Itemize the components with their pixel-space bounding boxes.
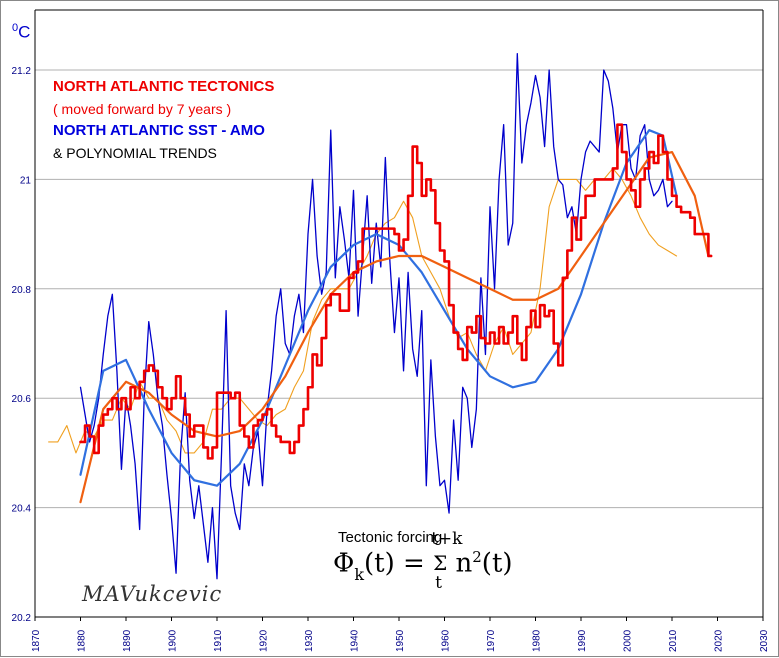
- amo-trend-line: [79, 129, 678, 487]
- y-tick-label: 20.8: [12, 285, 32, 296]
- x-tick-label: 1950: [395, 629, 406, 652]
- author-signature: MAVukcevic: [82, 582, 223, 606]
- x-tick-label: 1940: [350, 629, 361, 652]
- x-tick-label: 1910: [213, 629, 224, 652]
- x-tick-label: 1970: [486, 629, 497, 652]
- y-tick-label: 21.2: [12, 66, 32, 77]
- axes: [34, 9, 764, 621]
- tectonics-line: [79, 123, 713, 460]
- x-tick-label: 1890: [122, 629, 133, 652]
- x-tick-label: 1980: [532, 629, 543, 652]
- legend-tectonics-note: ( moved forward by 7 years ): [53, 101, 232, 117]
- x-tick-label: 1920: [259, 629, 270, 652]
- tick-labels: 20.2 20.4 20.6 20.8 21 21.2 1870 1880 1890 1900 19…: [12, 66, 770, 652]
- legend: NORTH ATLANTIC TECTONICS ( moved forward…: [53, 76, 274, 164]
- amo-line: [79, 52, 673, 580]
- x-tick-label: 2020: [714, 629, 725, 652]
- x-tick-label: 2000: [623, 629, 634, 652]
- x-tick-label: 1870: [31, 629, 42, 652]
- series-layer: [48, 52, 713, 580]
- x-tick-label: 1930: [304, 629, 315, 652]
- tectonics-trend-line: [79, 150, 710, 504]
- x-tick-label: 1960: [441, 629, 452, 652]
- y-tick-label: 20.2: [12, 613, 32, 624]
- y-unit-label: 0C: [12, 22, 31, 42]
- forcing-title: Tectonic forcing: [338, 529, 443, 546]
- x-tick-label: 1880: [77, 629, 88, 652]
- x-tick-label: 1900: [168, 629, 179, 652]
- legend-trends: & POLYNOMIAL TRENDS: [53, 145, 217, 161]
- x-tick-label: 2010: [668, 629, 679, 652]
- y-tick-label: 21: [20, 175, 32, 186]
- y-tick-label: 20.6: [12, 394, 32, 405]
- legend-tectonics: NORTH ATLANTIC TECTONICS: [53, 78, 275, 95]
- y-tick-label: 20.4: [12, 504, 32, 515]
- x-tick-label: 1990: [577, 629, 588, 652]
- x-tick-label: 2030: [759, 629, 770, 652]
- legend-amo: NORTH ATLANTIC SST - AMO: [53, 122, 265, 139]
